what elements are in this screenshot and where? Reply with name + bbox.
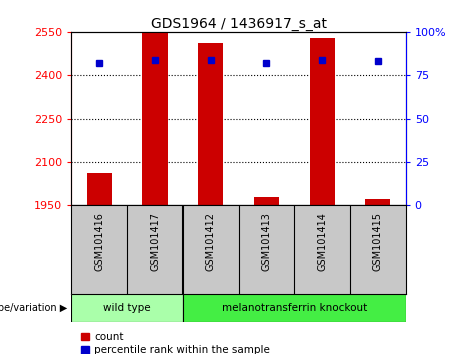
Legend: count, percentile rank within the sample: count, percentile rank within the sample [77,328,274,354]
Bar [183,294,406,322]
Text: GSM101417: GSM101417 [150,212,160,272]
Text: wild type: wild type [103,303,151,313]
Text: GSM101413: GSM101413 [261,212,272,271]
Text: genotype/variation ▶: genotype/variation ▶ [0,303,67,313]
Bar [198,44,223,205]
Text: GSM101412: GSM101412 [206,212,216,272]
Bar [365,199,390,205]
Bar [71,294,183,322]
Text: GSM101414: GSM101414 [317,212,327,271]
Bar [87,173,112,205]
Bar [310,38,335,205]
Text: GSM101416: GSM101416 [95,212,104,271]
Text: GSM101415: GSM101415 [373,212,383,272]
Title: GDS1964 / 1436917_s_at: GDS1964 / 1436917_s_at [151,17,326,31]
Bar [142,32,167,205]
Text: melanotransferrin knockout: melanotransferrin knockout [222,303,367,313]
Bar [254,197,279,205]
